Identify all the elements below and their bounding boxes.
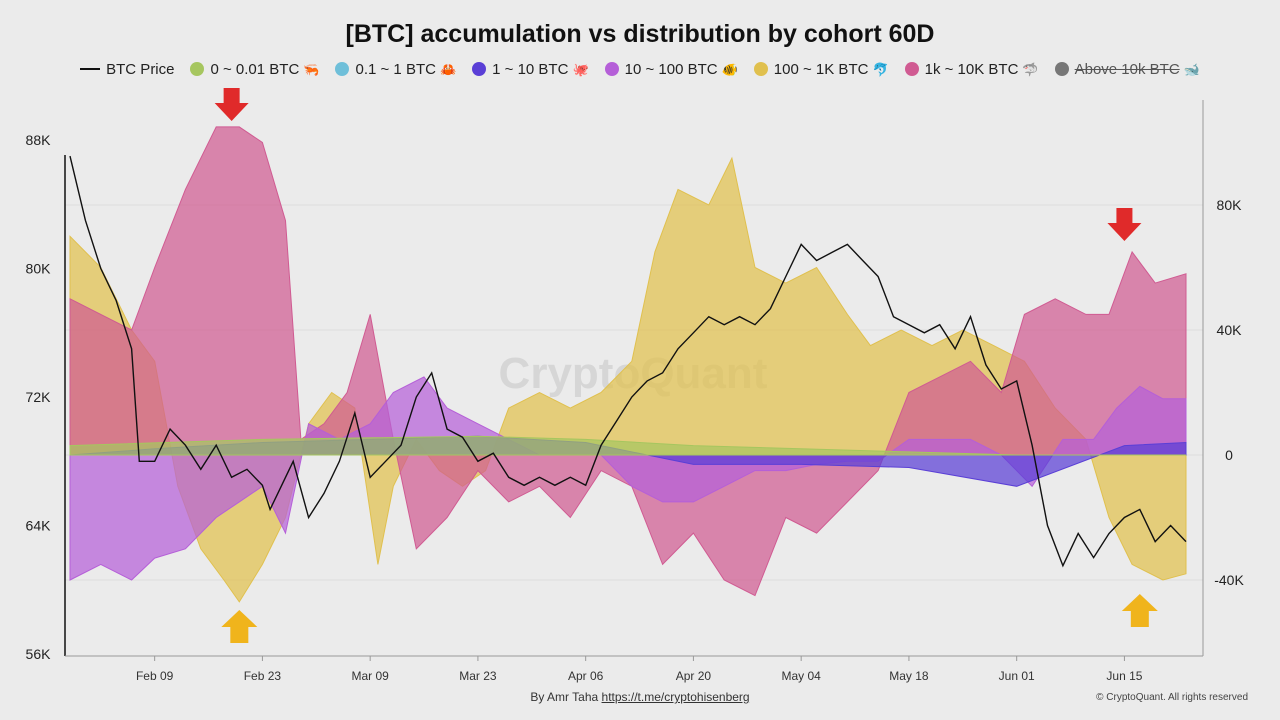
y-right-tick-label: 80K — [1217, 197, 1243, 213]
legend-item-btc-price[interactable]: BTC Price — [80, 61, 174, 78]
legend-item-10-100-btc[interactable]: 10 ~ 100 BTC 🐠 — [604, 60, 738, 78]
x-tick-label: Mar 23 — [459, 669, 497, 683]
y-left-tick-label: 88K — [26, 132, 52, 148]
credit-text: By Amr Taha — [530, 690, 602, 704]
legend-item-100-1k-btc[interactable]: 100 ~ 1K BTC 🐬 — [753, 60, 889, 78]
arrow-down-annotation — [214, 88, 249, 121]
x-tick-label: Jun 01 — [999, 669, 1035, 683]
shrimp-icon: 🦐 — [303, 61, 320, 77]
footer-credit: By Amr Taha https://t.me/cryptohisenberg — [0, 690, 1280, 704]
legend-item-above-10k-btc[interactable]: Above 10k BTC 🐋 — [1054, 60, 1200, 78]
area-series-0-0-01-btc — [69, 435, 1186, 456]
area-series-1k-10k-btc — [69, 126, 1187, 597]
octopus-icon: 🐙 — [572, 61, 589, 77]
legend-label: 10 ~ 100 BTC — [624, 60, 718, 78]
chart-plot: CryptoQuant88K80K72K64K56K80K40K0-40KFeb… — [26, 88, 1244, 683]
x-tick-label: Apr 20 — [676, 669, 712, 683]
legend-marker — [604, 61, 619, 76]
legend-label: 0.1 ~ 1 BTC — [355, 60, 436, 78]
whale-icon: 🐋 — [1183, 61, 1200, 77]
y-right-tick-label: 0 — [1225, 447, 1233, 463]
legend-label: 0 ~ 0.01 BTC — [210, 60, 300, 78]
arrow-up-annotation — [221, 610, 258, 643]
legend: BTC Price 0 ~ 0.01 BTC 🦐 0.1 ~ 1 BTC 🦀 1 ~ 10… — [0, 60, 1280, 78]
legend-marker — [190, 61, 205, 76]
credit-link[interactable]: https://t.me/cryptohisenberg — [601, 690, 750, 704]
legend-marker — [472, 61, 487, 76]
legend-label: 100 ~ 1K BTC — [773, 60, 869, 78]
x-tick-label: Apr 06 — [568, 669, 604, 683]
legend-label: 1 ~ 10 BTC — [492, 60, 569, 78]
y-left-tick-label: 64K — [26, 518, 52, 534]
crab-icon: 🦀 — [439, 61, 457, 77]
x-tick-label: May 18 — [889, 669, 929, 683]
legend-marker — [904, 61, 919, 76]
arrow-up-annotation — [1121, 594, 1158, 627]
legend-marker — [80, 67, 101, 70]
x-tick-label: Feb 09 — [136, 669, 174, 683]
x-tick-label: May 04 — [781, 669, 821, 683]
y-left-tick-label: 56K — [26, 646, 52, 662]
legend-label: 1k ~ 10K BTC — [924, 60, 1019, 78]
x-tick-label: Feb 23 — [244, 669, 282, 683]
y-left-tick-label: 72K — [26, 389, 52, 405]
legend-label: BTC Price — [106, 60, 175, 78]
arrow-down-annotation — [1107, 208, 1142, 241]
y-right-tick-label: -40K — [1214, 572, 1244, 588]
chart-title: [BTC] accumulation vs distribution by co… — [345, 20, 935, 48]
legend-marker — [753, 61, 768, 76]
x-tick-label: Mar 09 — [351, 669, 389, 683]
legend-item-1k-10k-btc[interactable]: 1k ~ 10K BTC 🦈 — [904, 60, 1039, 78]
dolphin-icon: 🐬 — [872, 61, 889, 77]
copyright: © CryptoQuant. All rights reserved — [1096, 692, 1248, 703]
shark-icon: 🦈 — [1022, 61, 1039, 77]
btc-price-line — [69, 155, 1187, 568]
fish-icon: 🐠 — [721, 61, 738, 77]
legend-marker — [335, 61, 350, 76]
y-right-tick-label: 40K — [1217, 322, 1243, 338]
area-series-10-100-btc — [69, 376, 1187, 581]
x-tick-label: Jun 15 — [1106, 669, 1142, 683]
legend-marker — [1054, 61, 1069, 76]
legend-label: Above 10k BTC — [1074, 60, 1180, 78]
y-left-tick-label: 80K — [26, 261, 52, 277]
legend-item-0-1-1-btc[interactable]: 0.1 ~ 1 BTC 🦀 — [335, 61, 456, 78]
legend-item-0-0-01-btc[interactable]: 0 ~ 0.01 BTC 🦐 — [190, 61, 319, 78]
legend-item-1-10-btc[interactable]: 1 ~ 10 BTC 🐙 — [472, 60, 589, 78]
